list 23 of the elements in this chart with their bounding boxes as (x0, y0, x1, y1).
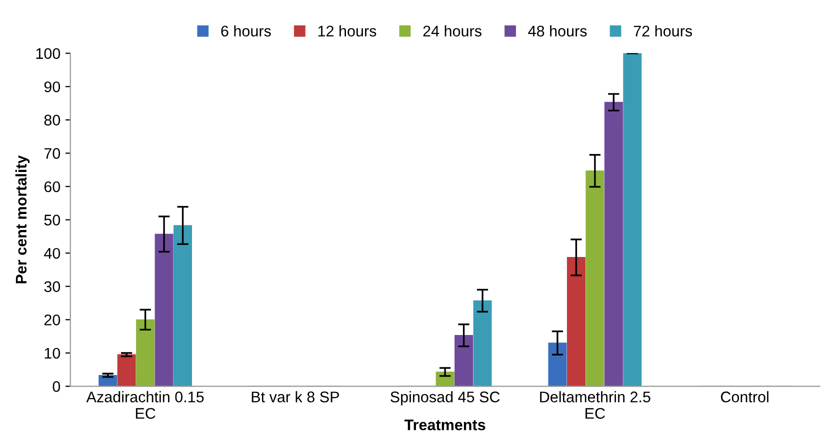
y-tick-label: 0 (52, 381, 60, 392)
y-tick-label: 100 (36, 48, 60, 59)
x-axis-title: Treatments (404, 420, 486, 430)
y-tick-label: 70 (44, 148, 60, 159)
legend-label: 24 hours (423, 25, 482, 37)
legend-label: 48 hours (528, 25, 587, 37)
y-tick-label: 20 (44, 314, 60, 326)
y-tick-label: 50 (44, 214, 60, 226)
x-tick-label: Deltamethrin 2.5 EC (540, 391, 650, 419)
legend-label: 72 hours (634, 25, 692, 37)
y-tick-label: 80 (44, 114, 60, 126)
legend-label: 6 hours (221, 25, 271, 37)
x-tick-label: Control (720, 391, 768, 402)
x-tick-label: Bt var k 8 SP (252, 391, 339, 402)
x-tick-label: Azadirachtin 0.15 EC (86, 391, 204, 419)
y-tick-label: 90 (44, 81, 60, 92)
y-tick-label: 60 (44, 181, 60, 192)
y-tick-label: 30 (44, 281, 60, 292)
legend-label: 12 hours (318, 25, 376, 37)
y-axis-title: Per cent mortality (15, 155, 30, 284)
y-tick-label: 10 (44, 348, 60, 359)
x-tick-label: Spinosad 45 SC (390, 391, 500, 406)
y-tick-label: 40 (44, 248, 60, 259)
